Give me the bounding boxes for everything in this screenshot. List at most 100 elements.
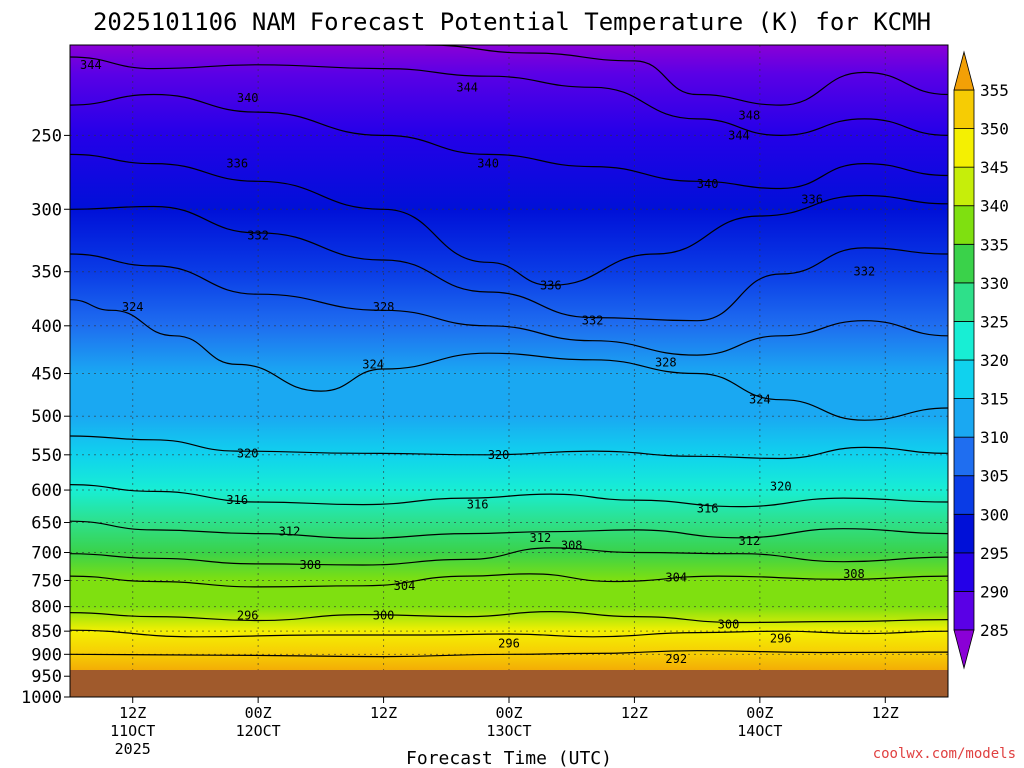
colorbar-label: 290 (980, 582, 1009, 601)
contour-label: 324 (749, 393, 771, 407)
contour-label: 296 (498, 636, 520, 650)
x-tick-label: 12Z (621, 704, 648, 722)
contour-label: 304 (665, 571, 687, 585)
colorbar-band (953, 398, 975, 438)
contour-label: 296 (770, 632, 792, 646)
contour-324 (70, 299, 948, 421)
colorbar-band (953, 513, 975, 554)
contour-312 (70, 520, 948, 540)
colorbar-high-arrow (953, 50, 975, 91)
contour-label: 316 (467, 498, 489, 512)
colorbar-label: 350 (980, 120, 1009, 139)
contour-label: 316 (226, 493, 248, 507)
chart-title: 2025101106 NAM Forecast Potential Temper… (93, 8, 931, 36)
colorbar-band (953, 321, 975, 361)
y-tick-label: 500 (31, 407, 62, 427)
contour-label: 332 (854, 265, 876, 279)
x-date-label: 13OCT (486, 722, 531, 740)
y-tick-label: 250 (31, 126, 62, 146)
x-tick-label: 12Z (119, 704, 146, 722)
x-tick-label: 00Z (245, 704, 272, 722)
contour-340 (70, 93, 948, 190)
contour-label: 320 (237, 446, 259, 460)
y-tick-label: 300 (31, 200, 62, 220)
y-tick-label: 600 (31, 481, 62, 501)
colorbar-label: 285 (980, 621, 1009, 640)
x-date-label: 12OCT (236, 722, 281, 740)
colorbar: 285 290 295 300 305 310 315 320 325 330 335 340 345 3… (953, 50, 1009, 670)
x-tick-label: 00Z (495, 704, 522, 722)
colorbar-label: 335 (980, 235, 1009, 254)
colorbar-band (953, 205, 975, 245)
contour-label: 340 (477, 157, 499, 171)
x-date-label: 11OCT (110, 722, 155, 740)
contour-300 (70, 610, 948, 624)
colorbar-label: 315 (980, 390, 1009, 409)
colorbar-label: 305 (980, 467, 1009, 486)
contour-label: 340 (697, 177, 719, 191)
ground-fill (70, 670, 948, 697)
x-tick-label: 12Z (370, 704, 397, 722)
contour-label: 308 (843, 567, 865, 581)
colorbar-label: 330 (980, 274, 1009, 293)
contour-label: 324 (362, 357, 384, 371)
colorbar-band (953, 359, 975, 399)
contour-label: 336 (540, 278, 562, 292)
contour-label: 312 (530, 531, 552, 545)
contour-316 (70, 484, 948, 508)
x-axis-label: Forecast Time (UTC) (406, 748, 612, 768)
colorbar-label: 300 (980, 505, 1009, 524)
contour-label: 292 (665, 652, 687, 666)
contour-label: 320 (770, 480, 792, 494)
colorbar-band (953, 166, 975, 207)
contour-328 (70, 253, 948, 356)
x-year-label: 2025 (115, 740, 151, 758)
y-tick-label: 1000 (21, 688, 62, 708)
y-tick-label: 650 (31, 513, 62, 533)
colorbar-label: 325 (980, 312, 1009, 331)
contour-label: 304 (394, 579, 416, 593)
y-tick-label: 550 (31, 446, 62, 466)
contour-label: 308 (300, 558, 322, 572)
contour-label: 316 (697, 502, 719, 516)
contour-label: 328 (373, 300, 395, 314)
contour-label: 300 (718, 617, 740, 631)
x-tick-label: 12Z (872, 704, 899, 722)
colorbar-band (953, 128, 975, 168)
y-tick-label: 350 (31, 263, 62, 283)
contour-labels: 344 340 344 348 344 340 340 336 336 332 332 336 332 3… (80, 58, 875, 666)
contour-label: 312 (739, 534, 761, 548)
contour-label: 328 (655, 356, 677, 370)
y-tick-label: 750 (31, 571, 62, 591)
contour-304 (70, 573, 948, 588)
contour-label: 344 (728, 128, 750, 142)
contour-label: 324 (122, 300, 144, 314)
x-date-label: 14OCT (737, 722, 782, 740)
plot-area: 344 340 344 348 344 340 340 336 336 332 332 336 332 3… (70, 45, 948, 697)
contour-336 (70, 153, 948, 287)
contour-344 (70, 56, 948, 137)
contour-label: 320 (488, 448, 510, 462)
contour-label: 312 (279, 525, 301, 539)
contour-label: 300 (373, 609, 395, 623)
y-tick-label: 900 (31, 645, 62, 665)
y-axis: 250 300 350 400 450 500 550 600 650 700 750 800 850 9… (21, 126, 70, 708)
contours (70, 45, 948, 658)
contour-308 (70, 547, 948, 566)
y-tick-label: 800 (31, 598, 62, 618)
x-tick-label: 00Z (746, 704, 773, 722)
colorbar-band (953, 282, 975, 322)
credit-label: coolwx.com/models (873, 746, 1016, 762)
colorbar-band (953, 552, 975, 592)
colorbar-band (953, 591, 975, 631)
contour-332 (70, 205, 948, 322)
colorbar-band (953, 243, 975, 284)
contour-label: 344 (80, 58, 102, 72)
colorbar-label: 340 (980, 197, 1009, 216)
colorbar-label: 310 (980, 428, 1009, 447)
colorbar-low-arrow (953, 629, 975, 670)
colorbar-label: 355 (980, 81, 1009, 100)
contour-296 (70, 629, 948, 638)
colorbar-label: 320 (980, 351, 1009, 370)
